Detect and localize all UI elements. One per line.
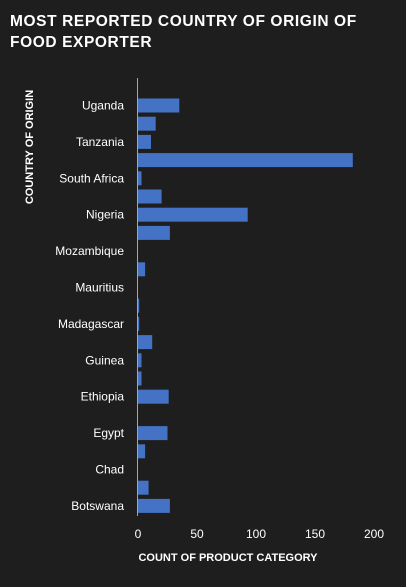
category-label: Mozambique [55,244,124,258]
bar [138,134,151,149]
bar [138,207,248,222]
bar [138,98,180,113]
category-labels-group: Uganda Tanzania South Africa Nigeria Mozambi… [55,99,124,513]
category-label: Guinea [85,353,124,367]
bar [138,262,146,277]
bar [138,498,170,513]
bar [138,480,149,495]
bars-group [138,98,353,513]
bar [138,444,146,459]
bar [138,426,168,441]
category-label: Uganda [82,99,124,113]
bar [138,116,156,131]
category-label: Ethiopia [81,390,125,404]
category-label: Egypt [93,426,124,440]
bar [138,171,142,186]
category-label: Chad [95,463,124,477]
x-axis-label: COUNT OF PRODUCT CATEGORY [138,552,318,564]
bar [138,316,140,331]
bar [138,353,142,368]
bar [138,371,142,386]
bar [138,335,153,350]
category-label: Mauritius [75,281,124,295]
bar [138,389,169,404]
category-label: Nigeria [86,208,124,222]
x-tick-label: 50 [190,527,204,541]
y-axis-label: COUNTRY OF ORIGIN [24,90,36,204]
bar [138,153,353,168]
category-label: Botswana [71,499,124,513]
x-tick-label: 150 [305,527,325,541]
chart-title: MOST REPORTED COUNTRY OF ORIGIN OF FOOD … [10,13,357,51]
x-tick-labels-group: 0 50 100 150 200 [135,527,385,541]
category-label: Madagascar [58,317,124,331]
x-tick-label: 200 [364,527,384,541]
category-label: South Africa [59,171,124,185]
x-tick-label: 100 [246,527,266,541]
bar [138,189,162,204]
category-label: Tanzania [76,135,124,149]
bar [138,298,140,313]
bar [138,225,170,240]
x-tick-label: 0 [135,527,142,541]
